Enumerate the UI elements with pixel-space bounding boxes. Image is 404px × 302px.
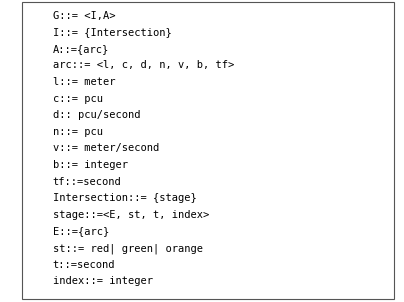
Text: tf::=second: tf::=second [53,177,121,187]
Text: t::=second: t::=second [53,260,115,270]
Text: arc::= <l, c, d, n, v, b, tf>: arc::= <l, c, d, n, v, b, tf> [53,60,234,70]
Text: index::= integer: index::= integer [53,276,153,286]
Text: Intersection::= {stage}: Intersection::= {stage} [53,193,196,203]
Text: st::= red| green| orange: st::= red| green| orange [53,243,202,254]
Text: E::={arc}: E::={arc} [53,226,109,236]
Text: c::= pcu: c::= pcu [53,94,103,104]
Text: b::= integer: b::= integer [53,160,128,170]
Text: d:: pcu/second: d:: pcu/second [53,110,140,120]
Text: l::= meter: l::= meter [53,77,115,87]
Text: G::= <I,A>: G::= <I,A> [53,11,115,21]
Text: v::= meter/second: v::= meter/second [53,143,159,153]
Text: stage::=<E, st, t, index>: stage::=<E, st, t, index> [53,210,209,220]
Text: n::= pcu: n::= pcu [53,127,103,137]
Text: A::={arc}: A::={arc} [53,44,109,54]
FancyBboxPatch shape [22,2,394,299]
Text: I::= {Intersection}: I::= {Intersection} [53,27,171,37]
